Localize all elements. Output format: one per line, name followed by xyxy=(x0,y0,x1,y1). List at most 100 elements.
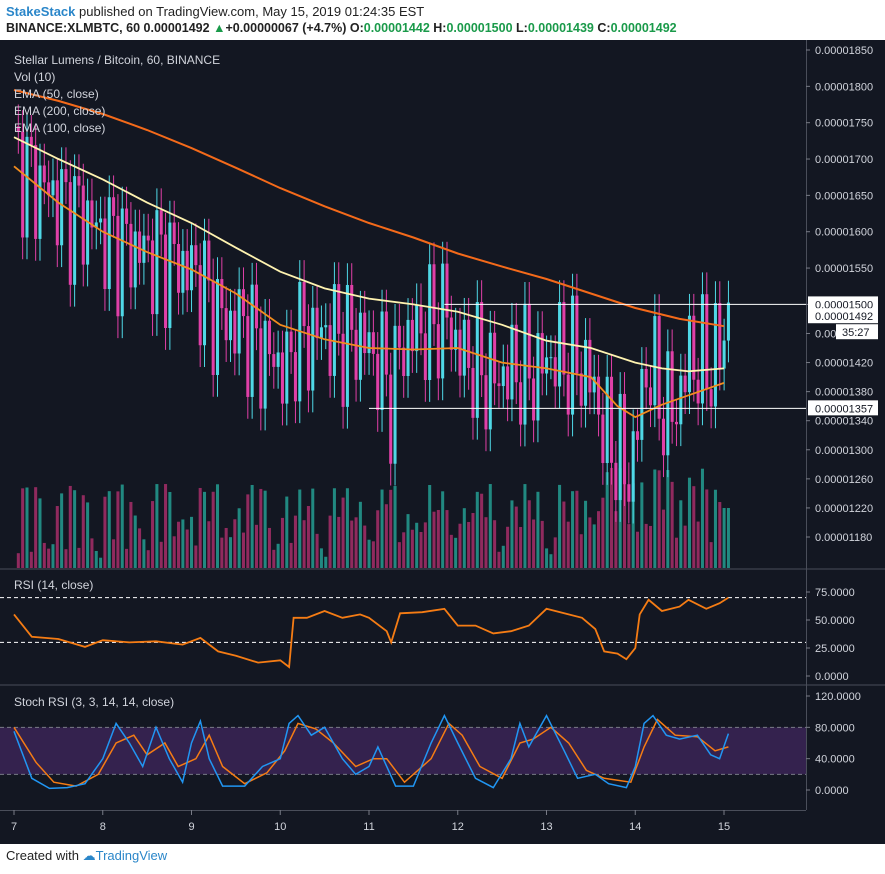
volume-bar xyxy=(267,527,271,568)
volume-bar xyxy=(653,469,657,568)
ema100-line xyxy=(13,136,725,373)
volume-bar xyxy=(116,491,120,568)
candle-body xyxy=(449,317,453,350)
ema50-line xyxy=(13,165,725,419)
volume-bar xyxy=(406,514,410,568)
volume-bar xyxy=(718,502,722,568)
volume-bar xyxy=(666,470,670,568)
price-tick-label: 0.00001600 xyxy=(815,227,873,239)
volume-bar xyxy=(332,488,336,568)
candle-body xyxy=(623,393,627,485)
volume-bar xyxy=(493,520,497,568)
candle-body xyxy=(575,295,579,374)
candle-body xyxy=(254,284,258,329)
volume-bar xyxy=(103,496,107,568)
time-tick-label: 12 xyxy=(452,821,464,833)
volume-bar xyxy=(454,537,458,568)
volume-bar xyxy=(536,491,540,568)
author-link[interactable]: StakeStack xyxy=(6,4,76,19)
volume-bar xyxy=(315,533,319,568)
volume-bar xyxy=(657,470,661,568)
candles xyxy=(16,104,730,524)
candle-body xyxy=(605,376,609,464)
volume-bar xyxy=(51,544,55,568)
volume-bar xyxy=(519,527,523,568)
candle-body xyxy=(185,250,189,291)
volume-bar xyxy=(432,511,436,568)
volume-bar xyxy=(25,487,29,568)
candle-body xyxy=(726,302,730,341)
volume-bar xyxy=(696,521,700,568)
candle-body xyxy=(532,378,536,421)
volume-bar xyxy=(237,508,241,568)
candle-body xyxy=(397,325,401,348)
candle-body xyxy=(389,374,393,464)
rsi-tick-label: 25.0000 xyxy=(815,643,855,655)
volume-bar xyxy=(272,549,276,568)
candle-body xyxy=(198,265,202,346)
candle-body xyxy=(614,462,618,501)
volume-bar xyxy=(692,486,696,568)
candle-body xyxy=(705,294,709,390)
candle-body xyxy=(68,182,72,285)
candle-body xyxy=(129,223,133,288)
tradingview-logo-icon[interactable]: ☁ xyxy=(82,848,96,863)
volume-bar xyxy=(181,519,185,568)
candle-body xyxy=(267,320,271,355)
candle-body xyxy=(713,303,717,407)
price-tick-label: 0.00001220 xyxy=(815,503,873,515)
candle-body xyxy=(454,329,458,350)
candle-body xyxy=(116,215,120,317)
candle-body xyxy=(164,234,168,329)
volume-bar xyxy=(627,524,631,568)
candle-body xyxy=(519,382,523,425)
volume-bar xyxy=(640,482,644,568)
volume-bar xyxy=(480,493,484,568)
stoch-band-fill xyxy=(0,727,806,775)
legend-ema100: EMA (100, close) xyxy=(14,121,105,135)
volume-bar xyxy=(397,542,401,568)
candle-body xyxy=(311,307,315,391)
volume-bar xyxy=(415,522,419,568)
volume-bar xyxy=(562,501,566,568)
volume-bar xyxy=(263,490,267,568)
candle-body xyxy=(709,389,713,407)
volume-bar xyxy=(354,517,358,568)
candle-body xyxy=(241,289,246,317)
candle-body xyxy=(618,393,622,501)
change-value: +0.00000067 (+4.7%) xyxy=(225,21,347,35)
tradingview-link[interactable]: TradingView xyxy=(95,848,168,863)
candle-body xyxy=(73,176,77,285)
candle-body xyxy=(120,208,124,317)
volume-bar xyxy=(458,523,462,568)
publish-info: published on TradingView.com, May 15, 20… xyxy=(79,4,425,19)
rsi-line xyxy=(13,596,729,669)
candle-body xyxy=(224,308,228,341)
candle-body xyxy=(233,310,237,354)
publish-line: StakeStack published on TradingView.com,… xyxy=(6,4,424,19)
candle-body xyxy=(393,325,397,464)
candle-body xyxy=(207,240,211,281)
volume-bar xyxy=(86,502,90,568)
volume-bar xyxy=(345,488,349,568)
countdown-bg xyxy=(836,324,878,340)
candle-body xyxy=(700,294,704,404)
candle-body xyxy=(436,324,440,379)
candle-body xyxy=(125,208,129,224)
volume-bar xyxy=(484,517,488,568)
volume-bar xyxy=(311,488,315,568)
chart-area[interactable]: 0.00001850 0.00001800 0.00001750 0.00001700… xyxy=(0,40,885,844)
volume-bar xyxy=(545,548,549,568)
close-value: 0.00001492 xyxy=(610,21,677,35)
candle-body xyxy=(445,263,449,318)
candle-body xyxy=(34,145,38,239)
candle-body xyxy=(181,250,185,293)
price-tick-label: 0.00001700 xyxy=(815,154,873,166)
candle-body xyxy=(203,240,207,346)
candle-body xyxy=(415,305,419,352)
created-with: Created with xyxy=(6,848,79,863)
candle-body xyxy=(306,326,310,391)
volume-bar xyxy=(38,498,42,568)
chart-svg[interactable]: 0.00001850 0.00001800 0.00001750 0.00001700… xyxy=(0,40,885,844)
volume-bar xyxy=(81,495,85,568)
